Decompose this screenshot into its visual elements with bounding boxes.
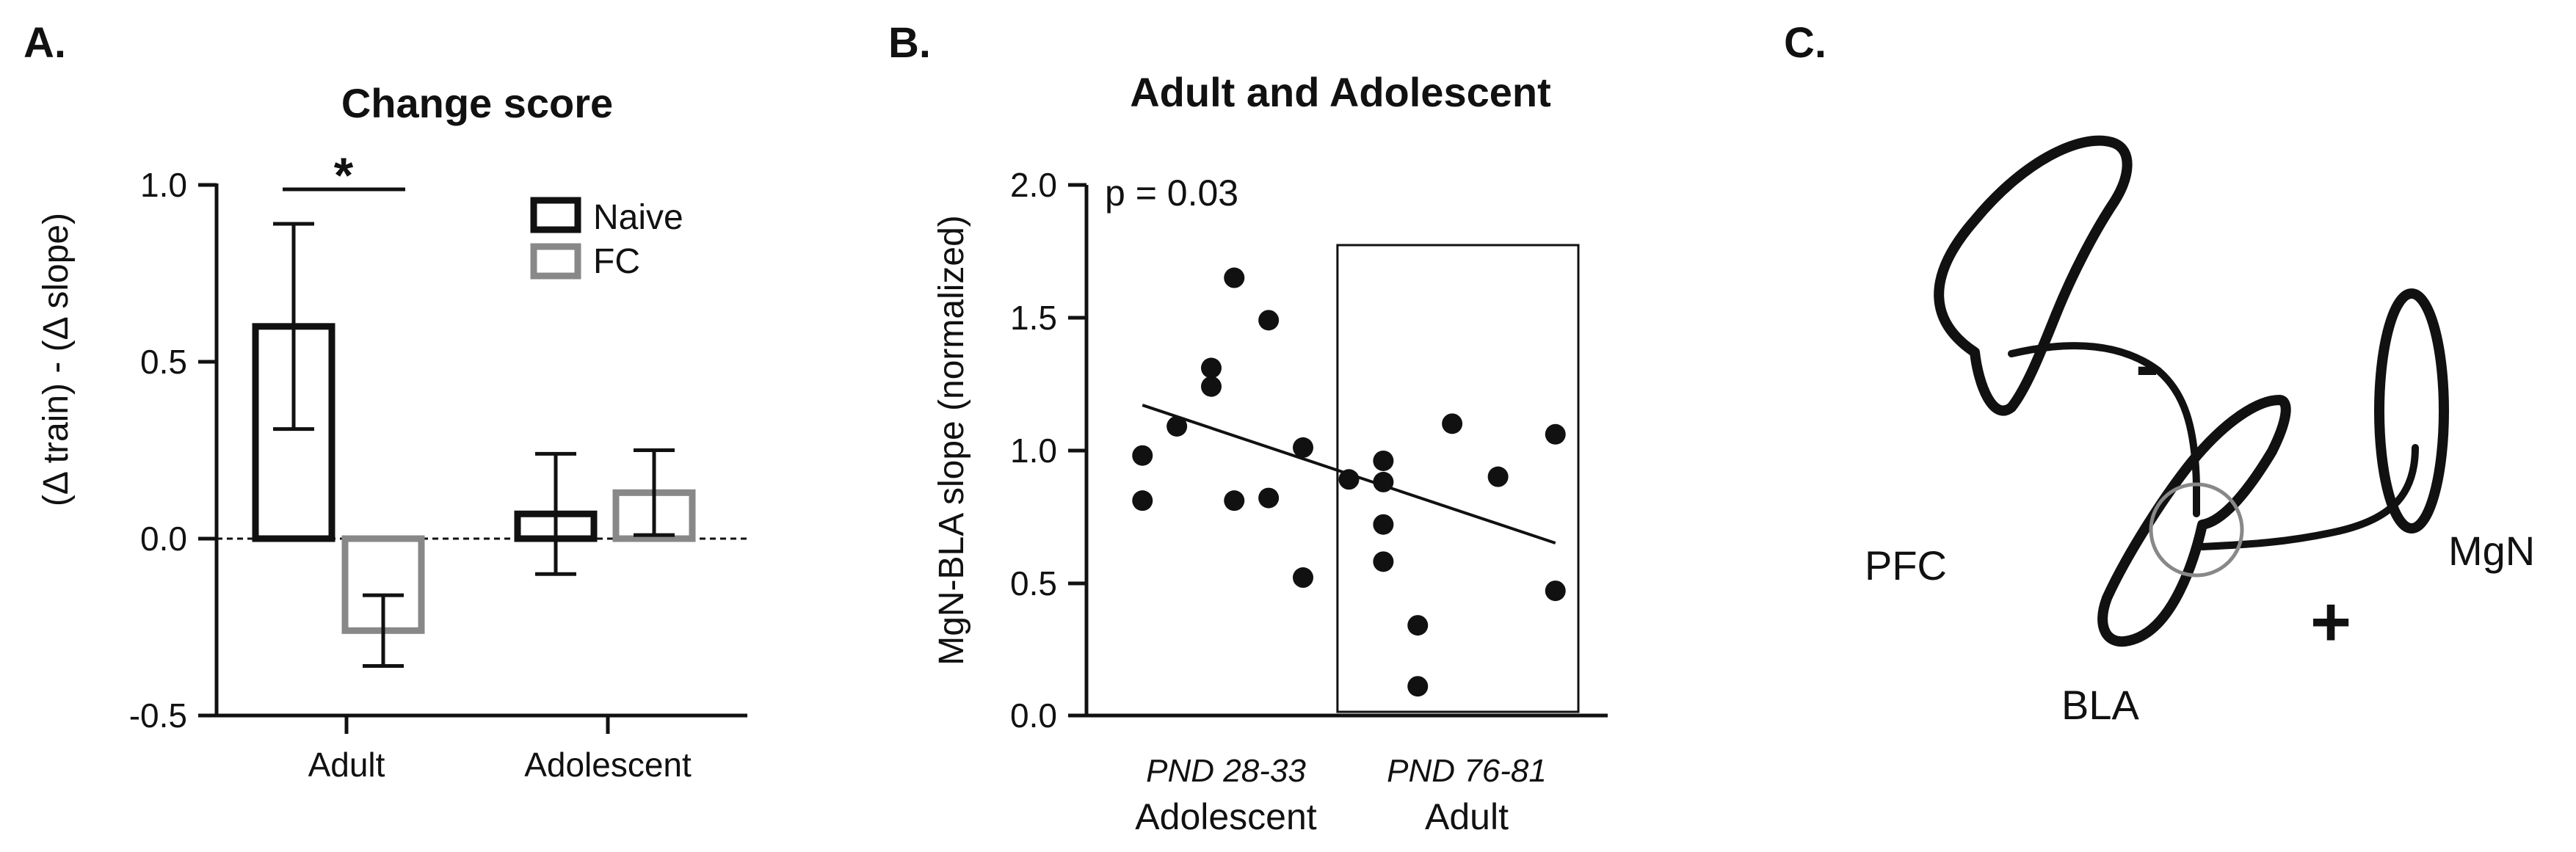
panel-b-letter: B. (888, 19, 931, 67)
panel-a-ytick-label: 0.5 (140, 343, 187, 381)
panel-c: C. - + PFC BLA MgN (1784, 19, 2535, 728)
scatter-point (1545, 423, 1566, 445)
scatter-point (1132, 490, 1153, 511)
panel-b-title: Adult and Adolescent (1130, 69, 1551, 115)
scatter-point (1258, 310, 1280, 331)
scatter-point (1338, 469, 1360, 490)
scatter-point (1442, 413, 1463, 434)
p-value-annotation: p = 0.03 (1105, 172, 1238, 214)
pfc-to-bla-projection (2008, 342, 2200, 517)
pfc-region-outline (1934, 135, 2133, 416)
inhibitory-sign: - (2136, 326, 2159, 404)
mgn-region-outline (2374, 288, 2449, 534)
panel-c-letter: C. (1784, 19, 1826, 67)
scatter-point (1201, 376, 1222, 397)
legend-label-fc: FC (593, 242, 640, 281)
errorbar-adult-fc (363, 593, 404, 669)
scatter-points (1132, 267, 1566, 697)
bla-region-outline (2097, 395, 2291, 647)
scatter-point (1293, 437, 1313, 458)
panel-b-ytick-label: 1.5 (1010, 299, 1057, 337)
errorbar-adolescent-fc (634, 448, 675, 537)
scatter-point (1167, 415, 1188, 437)
adult-group-box (1336, 244, 1580, 713)
scatter-point (1407, 615, 1429, 636)
panel-a-xtick-label: Adolescent (524, 746, 692, 784)
panel-b-ytick-label: 2.0 (1010, 166, 1057, 204)
scatter-point (1132, 445, 1153, 466)
significance-star: * (334, 148, 354, 203)
panel-b-yticks: 2.0 1.5 1.0 0.5 0.0 (1010, 166, 1086, 735)
group-adolescent-pnd: PND 28-33 (1146, 753, 1306, 789)
scatter-point (1293, 567, 1313, 589)
legend-label-naive: Naive (593, 198, 683, 237)
legend-swatch-fc (530, 243, 581, 280)
panel-a-title: Change score (341, 80, 613, 126)
panel-a-legend: Naive FC (530, 197, 683, 281)
panel-a-ytick-label: 0.0 (140, 520, 187, 558)
panel-b-ytick-label: 0.0 (1010, 696, 1057, 735)
panel-a-letter: A. (23, 19, 66, 67)
legend-swatch-naive (530, 197, 581, 233)
panel-a: A. Change score (Δ train) - (Δ slope) 1.… (23, 19, 747, 784)
panel-b: B. Adult and Adolescent MgN-BLA slope (n… (888, 19, 1608, 837)
scatter-point (1373, 471, 1394, 492)
scatter-point (1373, 450, 1394, 471)
mgn-label: MgN (2448, 528, 2535, 574)
errorbar-adult-naive (273, 222, 314, 432)
scatter-point (1373, 551, 1394, 572)
panel-a-ytick-label: -0.5 (129, 696, 187, 735)
convergence-circle (2149, 482, 2244, 578)
panel-a-xtick-label: Adult (308, 746, 385, 784)
panel-a-ytick-label: 1.0 (140, 166, 187, 204)
panel-a-ylabel: (Δ train) - (Δ slope) (37, 213, 76, 506)
panel-a-yticks: 1.0 0.5 0.0 -0.5 (129, 166, 217, 735)
group-adult-label: Adult (1425, 796, 1509, 837)
scatter-point (1258, 487, 1280, 509)
scatter-point (1201, 357, 1222, 379)
scatter-point (1545, 580, 1566, 602)
scatter-point (1224, 267, 1245, 288)
scatter-point (1373, 514, 1394, 535)
scatter-point (1407, 676, 1429, 697)
errorbar-adolescent-naive (535, 451, 576, 576)
pfc-label: PFC (1865, 542, 1947, 589)
group-adult-pnd: PND 76-81 (1387, 753, 1547, 789)
bla-label: BLA (2061, 682, 2139, 728)
excitatory-sign: + (2310, 583, 2351, 661)
group-adolescent-label: Adolescent (1135, 796, 1316, 837)
scatter-point (1487, 466, 1509, 487)
panel-b-ytick-label: 1.0 (1010, 432, 1057, 470)
mgn-to-bla-projection (2199, 444, 2419, 550)
panel-b-ytick-label: 0.5 (1010, 564, 1057, 602)
panel-b-ylabel: MgN-BLA slope (normalized) (932, 215, 971, 666)
scatter-point (1224, 490, 1245, 511)
